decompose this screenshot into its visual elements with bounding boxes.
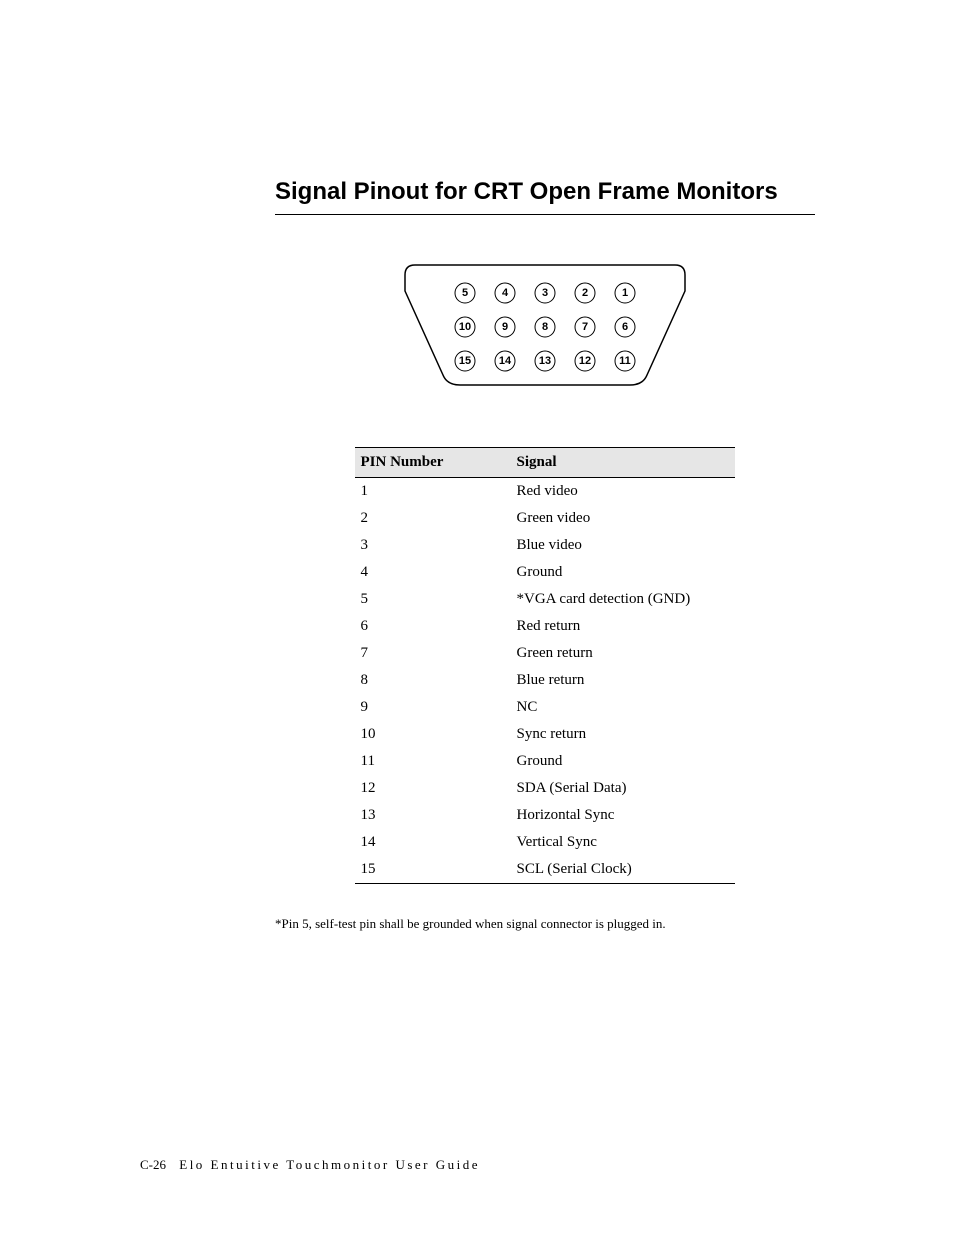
pin-label: 11 bbox=[619, 355, 631, 367]
section-heading: Signal Pinout for CRT Open Frame Monitor… bbox=[275, 178, 814, 206]
table-row: 12SDA (Serial Data) bbox=[355, 775, 735, 802]
cell-signal: Red return bbox=[511, 613, 735, 640]
cell-signal: SCL (Serial Clock) bbox=[511, 856, 735, 884]
pin-label: 4 bbox=[502, 287, 509, 299]
table-row: 13Horizontal Sync bbox=[355, 802, 735, 829]
cell-pin: 5 bbox=[355, 586, 511, 613]
pin-label: 5 bbox=[462, 287, 468, 299]
table-row: 5*VGA card detection (GND) bbox=[355, 586, 735, 613]
table-row: 14Vertical Sync bbox=[355, 829, 735, 856]
cell-pin: 6 bbox=[355, 613, 511, 640]
page-number: C-26 bbox=[140, 1157, 166, 1172]
table-row: 9NC bbox=[355, 694, 735, 721]
cell-signal: Green return bbox=[511, 640, 735, 667]
pinout-table: PIN Number Signal 1Red video2Green video… bbox=[355, 447, 735, 884]
page-footer: C-26 Elo Entuitive Touchmonitor User Gui… bbox=[140, 1157, 480, 1173]
cell-signal: Ground bbox=[511, 748, 735, 775]
cell-pin: 10 bbox=[355, 721, 511, 748]
col-header-pin: PIN Number bbox=[355, 448, 511, 478]
heading-rule bbox=[275, 214, 815, 215]
table-row: 11Ground bbox=[355, 748, 735, 775]
table-body: 1Red video2Green video3Blue video4Ground… bbox=[355, 478, 735, 884]
cell-pin: 13 bbox=[355, 802, 511, 829]
col-header-signal: Signal bbox=[511, 448, 735, 478]
pin-label: 1 bbox=[622, 287, 628, 299]
cell-pin: 8 bbox=[355, 667, 511, 694]
cell-pin: 14 bbox=[355, 829, 511, 856]
cell-signal: Green video bbox=[511, 505, 735, 532]
cell-signal: Blue return bbox=[511, 667, 735, 694]
table-row: 6Red return bbox=[355, 613, 735, 640]
cell-pin: 9 bbox=[355, 694, 511, 721]
table-row: 4Ground bbox=[355, 559, 735, 586]
cell-pin: 12 bbox=[355, 775, 511, 802]
cell-signal: Horizontal Sync bbox=[511, 802, 735, 829]
pin-label: 12 bbox=[579, 355, 591, 367]
connector-diagram: 123456789101112131415 bbox=[275, 255, 815, 395]
cell-signal: SDA (Serial Data) bbox=[511, 775, 735, 802]
table-row: 15SCL (Serial Clock) bbox=[355, 856, 735, 884]
table-row: 7Green return bbox=[355, 640, 735, 667]
cell-pin: 7 bbox=[355, 640, 511, 667]
cell-signal: Ground bbox=[511, 559, 735, 586]
pin-label: 10 bbox=[459, 321, 471, 333]
guide-title: Elo Entuitive Touchmonitor User Guide bbox=[179, 1157, 480, 1172]
table-row: 2Green video bbox=[355, 505, 735, 532]
pin-label: 13 bbox=[539, 355, 551, 367]
cell-signal: Vertical Sync bbox=[511, 829, 735, 856]
table-row: 3Blue video bbox=[355, 532, 735, 559]
cell-pin: 15 bbox=[355, 856, 511, 884]
cell-signal: Sync return bbox=[511, 721, 735, 748]
cell-pin: 11 bbox=[355, 748, 511, 775]
cell-pin: 1 bbox=[355, 478, 511, 506]
pin-label: 9 bbox=[502, 321, 508, 333]
cell-signal: Blue video bbox=[511, 532, 735, 559]
table-header-row: PIN Number Signal bbox=[355, 448, 735, 478]
cell-pin: 3 bbox=[355, 532, 511, 559]
cell-signal: Red video bbox=[511, 478, 735, 506]
table-row: 1Red video bbox=[355, 478, 735, 506]
pin-label: 8 bbox=[542, 321, 548, 333]
pin-label: 14 bbox=[499, 355, 512, 367]
pin-label: 7 bbox=[582, 321, 588, 333]
page: Signal Pinout for CRT Open Frame Monitor… bbox=[0, 0, 954, 1235]
pin-label: 3 bbox=[542, 287, 548, 299]
table-row: 10Sync return bbox=[355, 721, 735, 748]
pin-label: 15 bbox=[459, 355, 471, 367]
pin-label: 2 bbox=[582, 287, 588, 299]
connector-svg: 123456789101112131415 bbox=[395, 255, 695, 395]
cell-signal: NC bbox=[511, 694, 735, 721]
cell-pin: 4 bbox=[355, 559, 511, 586]
cell-pin: 2 bbox=[355, 505, 511, 532]
footnote: *Pin 5, self-test pin shall be grounded … bbox=[275, 916, 815, 932]
connector-pins: 123456789101112131415 bbox=[455, 283, 635, 371]
cell-signal: *VGA card detection (GND) bbox=[511, 586, 735, 613]
pin-label: 6 bbox=[622, 321, 628, 333]
table-row: 8Blue return bbox=[355, 667, 735, 694]
